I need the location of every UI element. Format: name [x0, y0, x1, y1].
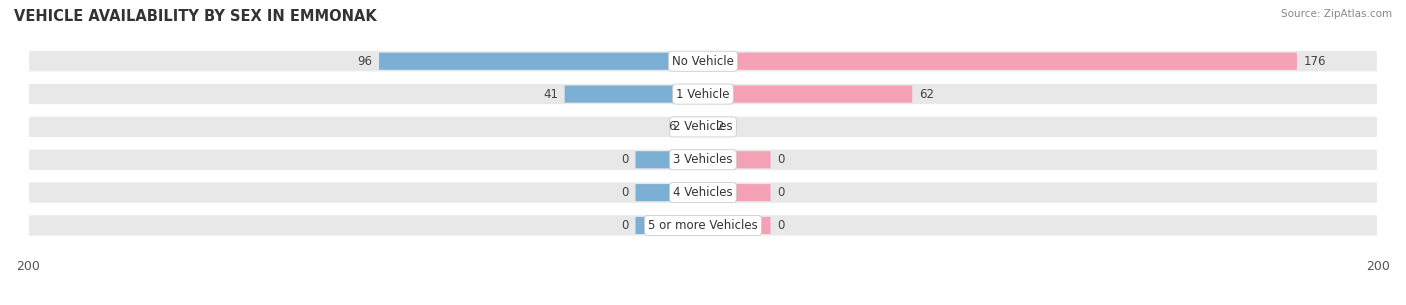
Text: 96: 96 [357, 55, 373, 68]
Text: 4 Vehicles: 4 Vehicles [673, 186, 733, 199]
FancyBboxPatch shape [28, 181, 1378, 204]
FancyBboxPatch shape [28, 214, 1378, 237]
FancyBboxPatch shape [636, 151, 703, 168]
Text: 0: 0 [778, 186, 785, 199]
FancyBboxPatch shape [28, 83, 1378, 105]
Text: 2: 2 [717, 120, 724, 133]
FancyBboxPatch shape [703, 85, 912, 102]
Text: 5 or more Vehicles: 5 or more Vehicles [648, 219, 758, 232]
FancyBboxPatch shape [380, 53, 703, 70]
Text: 0: 0 [778, 153, 785, 166]
FancyBboxPatch shape [565, 85, 703, 102]
Text: Source: ZipAtlas.com: Source: ZipAtlas.com [1281, 9, 1392, 19]
FancyBboxPatch shape [636, 184, 703, 201]
Text: No Vehicle: No Vehicle [672, 55, 734, 68]
FancyBboxPatch shape [683, 118, 703, 135]
FancyBboxPatch shape [28, 50, 1378, 72]
FancyBboxPatch shape [28, 149, 1378, 171]
Text: 41: 41 [543, 88, 558, 101]
Text: 0: 0 [621, 153, 628, 166]
Text: 0: 0 [778, 219, 785, 232]
FancyBboxPatch shape [703, 53, 1296, 70]
FancyBboxPatch shape [28, 116, 1378, 138]
Text: 62: 62 [920, 88, 934, 101]
FancyBboxPatch shape [703, 151, 770, 168]
Text: 6: 6 [668, 120, 676, 133]
FancyBboxPatch shape [636, 217, 703, 234]
Text: 3 Vehicles: 3 Vehicles [673, 153, 733, 166]
Text: 0: 0 [621, 186, 628, 199]
Text: 176: 176 [1303, 55, 1326, 68]
FancyBboxPatch shape [703, 118, 710, 135]
FancyBboxPatch shape [703, 184, 770, 201]
Text: 0: 0 [621, 219, 628, 232]
Text: 2 Vehicles: 2 Vehicles [673, 120, 733, 133]
FancyBboxPatch shape [703, 217, 770, 234]
Text: 1 Vehicle: 1 Vehicle [676, 88, 730, 101]
Text: VEHICLE AVAILABILITY BY SEX IN EMMONAK: VEHICLE AVAILABILITY BY SEX IN EMMONAK [14, 9, 377, 24]
